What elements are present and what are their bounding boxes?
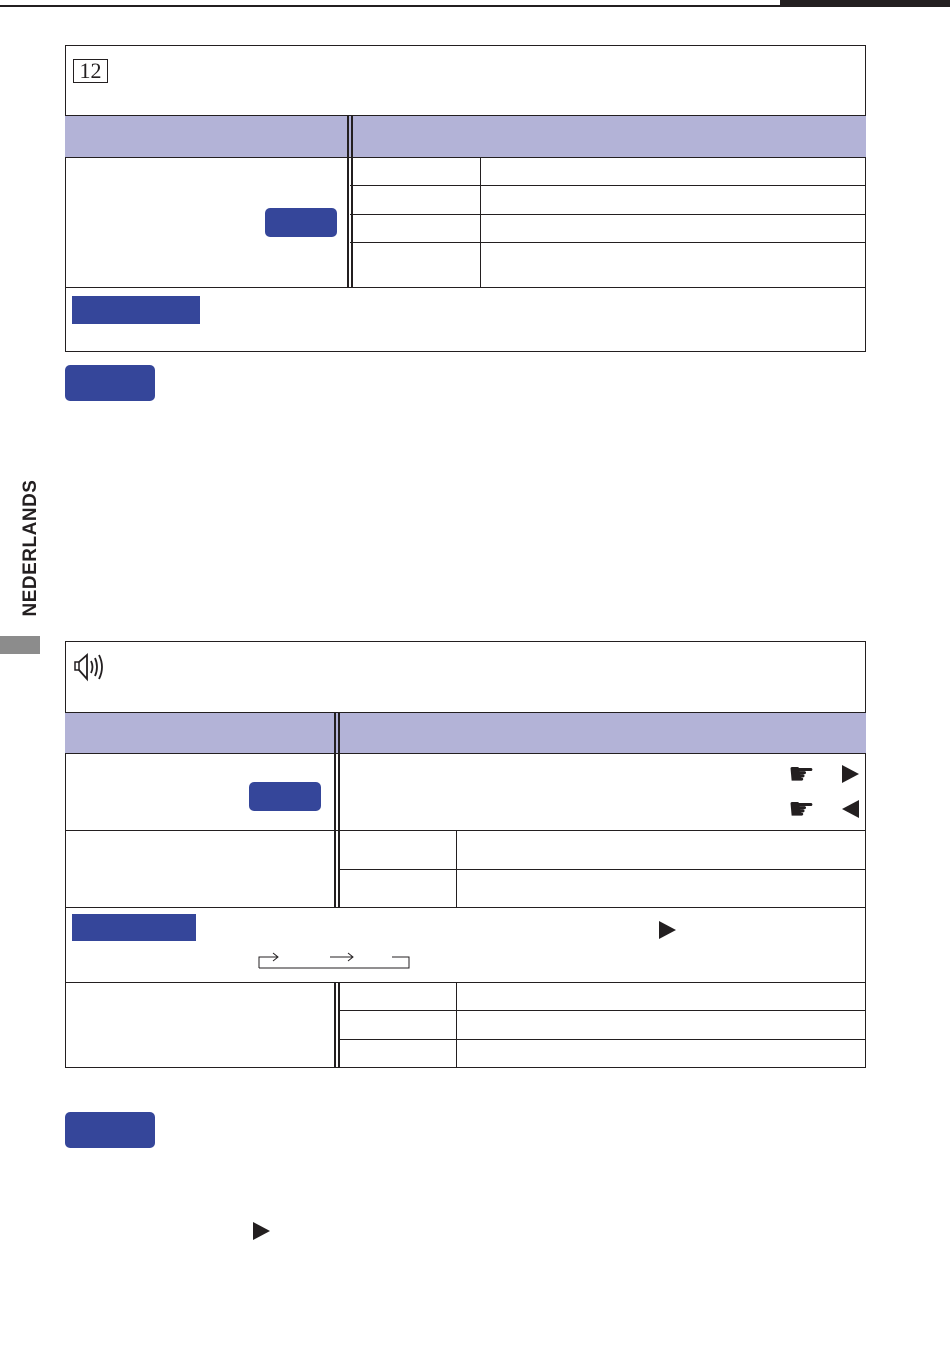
- section2-direct-badge: [249, 782, 321, 811]
- section2-column-divider: [334, 982, 340, 1068]
- top-rule-accent: [780, 0, 950, 6]
- section2-row-divider: [65, 907, 866, 908]
- hand-pointer-icon: ☛: [788, 757, 815, 792]
- right-arrow-icon: [253, 1222, 270, 1240]
- section2-row-divider: [338, 1039, 866, 1040]
- section1-row-divider: [65, 287, 866, 288]
- section1-direct-badge: [265, 208, 337, 237]
- section2-row-divider: [65, 982, 866, 983]
- section2-header-band: [65, 712, 866, 754]
- section2-subcolumn-divider: [456, 982, 457, 1068]
- section1-column-divider: [347, 115, 353, 288]
- section1-row-divider: [350, 185, 866, 186]
- top-rule: [0, 5, 950, 7]
- section1-note-badge: [72, 296, 200, 324]
- section1-row-divider: [350, 242, 866, 243]
- section1-row-divider: [350, 214, 866, 215]
- language-label-text: NEDERLANDS: [20, 479, 41, 617]
- right-arrow-icon: [659, 921, 676, 939]
- section2-table: [65, 641, 866, 1068]
- section2-row-divider: [338, 1010, 866, 1011]
- cycle-flow-diagram: [258, 952, 410, 969]
- language-side-label: NEDERLANDS: [8, 478, 54, 618]
- right-arrow-icon: [842, 765, 859, 783]
- language-side-tab: [0, 636, 40, 654]
- section1-subcolumn-divider: [480, 158, 481, 288]
- section2-row-divider: [65, 830, 866, 831]
- section2-column-divider: [334, 712, 340, 908]
- section2-row-divider: [338, 869, 866, 870]
- section2-note-label-badge: [65, 1112, 155, 1148]
- left-arrow-icon: [842, 800, 859, 818]
- section1-icon-number: 12: [79, 58, 102, 83]
- section1-note-label-badge: [65, 365, 155, 401]
- section2-note-badge: [72, 914, 196, 941]
- speaker-icon: [74, 653, 103, 682]
- hand-pointer-icon: ☛: [788, 792, 815, 827]
- section1-table: [65, 45, 866, 352]
- section1-header-band: [65, 115, 866, 158]
- section1-menu-icon: 12: [73, 59, 108, 83]
- section2-subcolumn-divider: [456, 830, 457, 908]
